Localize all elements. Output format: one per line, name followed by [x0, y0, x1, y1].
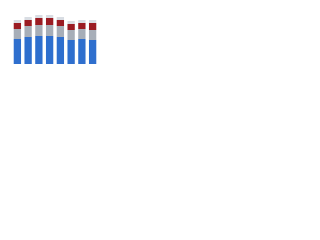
bar-segment	[35, 15, 43, 18]
bar-segment	[78, 39, 86, 64]
bar-segment	[35, 18, 43, 25]
bar-segment	[45, 36, 54, 64]
bar-segment	[35, 36, 43, 64]
bar-segment	[45, 18, 54, 25]
bar-segment	[13, 39, 22, 64]
bar-segment	[88, 23, 97, 30]
bar-segment	[67, 21, 75, 24]
bar-segment	[56, 37, 65, 64]
bar-segment	[45, 25, 54, 36]
bar-segment	[78, 23, 86, 29]
bar-segment	[35, 25, 43, 36]
page: (() => { const data = JSON.parse(documen…	[0, 0, 320, 71]
bar-segment	[24, 17, 32, 20]
bar-segment	[88, 30, 97, 40]
bar-segment	[13, 20, 22, 23]
bar-segment	[78, 29, 86, 39]
bar-segment	[88, 20, 97, 23]
bar-segment	[56, 20, 65, 26]
bar-segment	[13, 23, 22, 29]
bar-segment	[13, 29, 22, 39]
bar-segment	[56, 26, 65, 37]
bar-segment	[88, 40, 97, 64]
bar-segment	[45, 15, 54, 18]
bar-segment	[24, 26, 32, 37]
chart	[13, 15, 97, 64]
bar-segment	[78, 20, 86, 23]
bar-segment	[67, 30, 75, 40]
bar-segment	[67, 40, 75, 64]
bar-segment	[24, 20, 32, 26]
bar-segment	[56, 17, 65, 20]
bar-segment	[67, 24, 75, 30]
bar-segment	[24, 37, 32, 64]
